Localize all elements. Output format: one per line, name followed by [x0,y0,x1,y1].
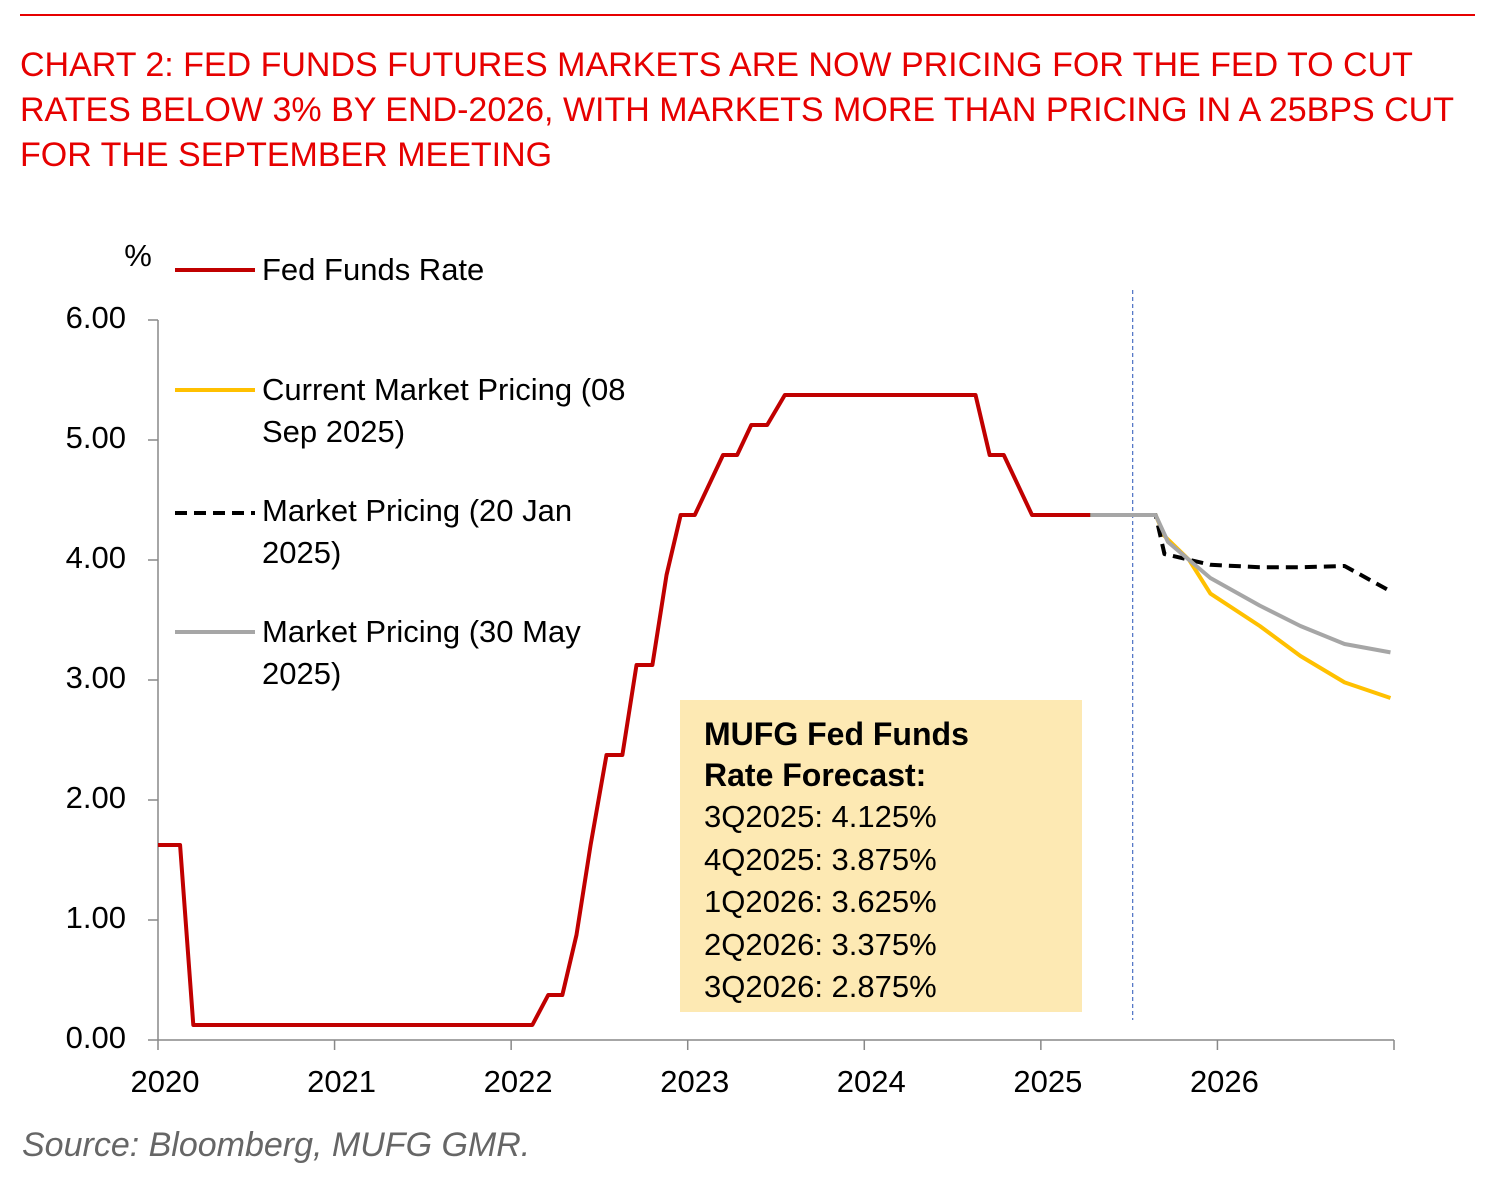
forecast-title: MUFG Fed Funds Rate Forecast: [704,716,969,793]
chart-title: CHART 2: FED FUNDS FUTURES MARKETS ARE N… [20,46,1454,174]
series-line [1090,513,1392,700]
forecast-line: 3Q2025: 4.125% [704,799,937,834]
y-tick-label: 5.00 [66,420,126,455]
y-tick-label: 0.00 [66,1020,126,1055]
series-line [1090,513,1392,593]
y-tick-label: 6.00 [66,300,126,335]
legend-label: Market Pricing (20 Jan 2025) [262,493,573,570]
y-tick-label: 2.00 [66,780,126,815]
x-tick-label: 2021 [307,1064,376,1099]
source-note: Source: Bloomberg, MUFG GMR. [22,1126,531,1164]
legend-label: Fed Funds Rate [262,252,485,287]
x-tick-label: 2020 [131,1064,200,1099]
legend-label: Current Market Pricing (08 Sep 2025) [262,372,626,449]
forecast-line: 1Q2026: 3.625% [704,884,937,919]
forecast-line: 2Q2026: 3.375% [704,926,937,962]
forecast-line: 3Q2026: 2.875% [704,969,937,1004]
y-tick-label: 3.00 [66,660,126,695]
forecast-line: 4Q2025: 3.875% [704,841,937,877]
y-axis-label: % [124,238,152,273]
legend-label: Market Pricing (30 May 2025) [262,614,581,691]
y-tick-label: 1.00 [66,900,126,935]
series-line [1090,513,1391,655]
x-tick-label: 2025 [1013,1064,1082,1099]
x-tick-label: 2024 [837,1064,906,1099]
y-tick-label: 4.00 [66,540,126,575]
x-tick-label: 2026 [1190,1064,1259,1099]
series-line [158,393,1096,1027]
x-tick-label: 2022 [484,1064,553,1099]
forecast-box: MUFG Fed Funds Rate Forecast: 3Q2025: 4.… [680,700,1082,1012]
x-tick-label: 2023 [660,1064,729,1099]
